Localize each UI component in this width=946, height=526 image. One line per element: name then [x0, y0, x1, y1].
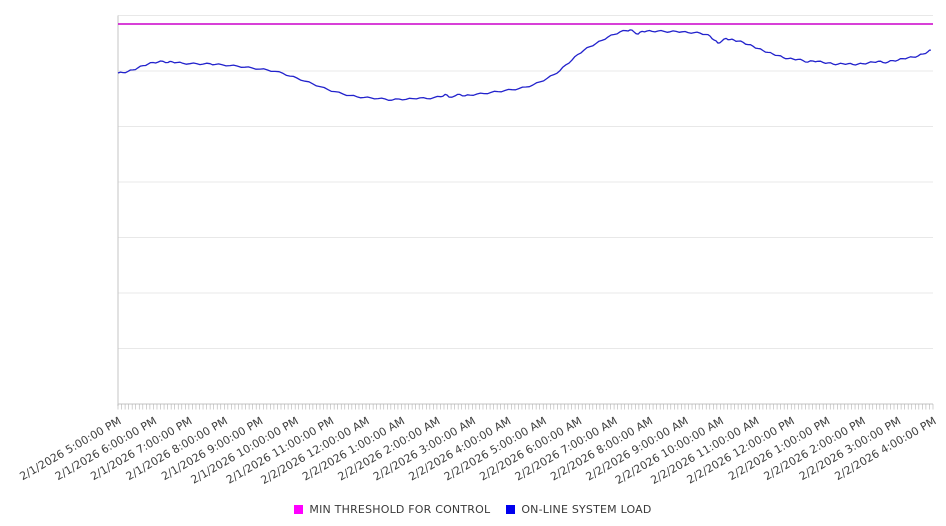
legend-label-min-threshold: MIN THRESHOLD FOR CONTROL [309, 503, 491, 516]
chart-legend: MIN THRESHOLD FOR CONTROL ON-LINE SYSTEM… [0, 503, 946, 516]
legend-label-online-load: ON-LINE SYSTEM LOAD [521, 503, 652, 516]
legend-item-online-load[interactable]: ON-LINE SYSTEM LOAD [506, 503, 651, 516]
online-load-swatch-icon [506, 505, 516, 514]
min-threshold-swatch-icon [294, 505, 304, 514]
legend-item-min-threshold[interactable]: MIN THRESHOLD FOR CONTROL [294, 503, 490, 516]
online-system-load-line [117, 29, 931, 101]
